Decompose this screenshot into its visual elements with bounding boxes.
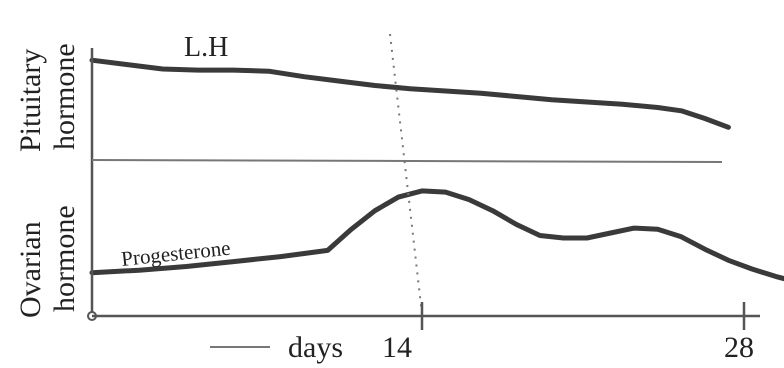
panel-divider [91, 159, 723, 163]
x-axis-label: days [288, 331, 343, 364]
x-tick-label-28: 28 [724, 331, 754, 364]
pituitary-ylabel-line-2: hormone [48, 43, 81, 150]
series-line-progesterone [89, 188, 784, 282]
ovarian-ylabel-line-2: hormone [48, 205, 81, 312]
series-line-l-h [89, 57, 731, 130]
day-14-marker-line [389, 33, 423, 315]
plot-area [89, 33, 784, 315]
ovarian-ylabel-line-1: Ovarian [14, 221, 47, 318]
x-tick-label-14: 14 [382, 331, 412, 364]
pituitary-ylabel-line-1: Pituitary [14, 49, 47, 152]
lh-series-label: L.H [184, 32, 228, 63]
